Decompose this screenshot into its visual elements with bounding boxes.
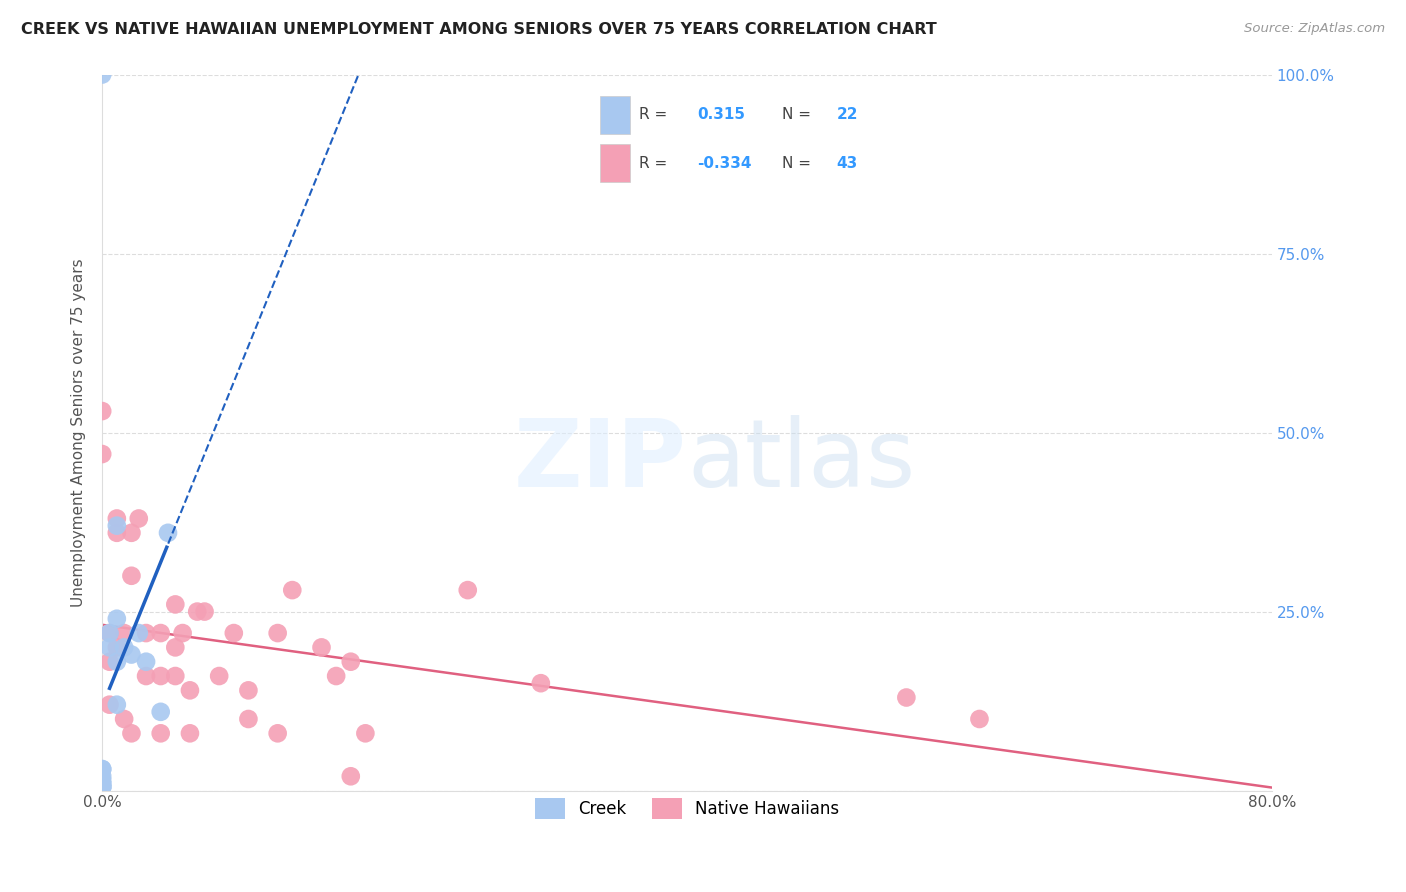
Point [112, 640, 135, 655]
Point [98, 626, 121, 640]
Point [105, 655, 128, 669]
Point [135, 669, 157, 683]
Point [120, 726, 142, 740]
Point [172, 626, 194, 640]
Point [238, 683, 260, 698]
Point [266, 726, 288, 740]
Point [120, 568, 142, 582]
Point [208, 669, 231, 683]
Point [281, 583, 304, 598]
Point [91, 447, 114, 461]
Point [186, 605, 208, 619]
Point [98, 640, 121, 655]
Point [98, 655, 121, 669]
Point [105, 525, 128, 540]
Y-axis label: Unemployment Among Seniors over 75 years: Unemployment Among Seniors over 75 years [72, 259, 86, 607]
Point [91, 776, 114, 790]
Point [222, 626, 245, 640]
Point [91, 776, 114, 790]
Text: ZIP: ZIP [515, 415, 688, 508]
Point [105, 612, 128, 626]
Point [354, 726, 377, 740]
Point [149, 726, 172, 740]
Point [457, 583, 479, 598]
Point [969, 712, 991, 726]
Point [91, 404, 114, 418]
Point [896, 690, 918, 705]
Point [530, 676, 553, 690]
Point [105, 640, 128, 655]
Point [91, 772, 114, 787]
Point [91, 762, 114, 776]
Point [179, 683, 201, 698]
Point [105, 518, 128, 533]
Point [105, 511, 128, 525]
Point [91, 780, 114, 794]
Point [311, 640, 333, 655]
Text: CREEK VS NATIVE HAWAIIAN UNEMPLOYMENT AMONG SENIORS OVER 75 YEARS CORRELATION CH: CREEK VS NATIVE HAWAIIAN UNEMPLOYMENT AM… [21, 22, 936, 37]
Point [149, 626, 172, 640]
Point [120, 525, 142, 540]
Point [105, 698, 128, 712]
Point [120, 648, 142, 662]
Point [325, 669, 347, 683]
Point [135, 655, 157, 669]
Point [156, 525, 179, 540]
Point [98, 698, 121, 712]
Point [98, 626, 121, 640]
Point [149, 705, 172, 719]
Point [91, 780, 114, 794]
Point [179, 726, 201, 740]
Text: atlas: atlas [688, 415, 915, 508]
Legend: Creek, Native Hawaiians: Creek, Native Hawaiians [529, 791, 846, 825]
Point [112, 712, 135, 726]
Point [91, 762, 114, 776]
Point [91, 780, 114, 794]
Point [91, 769, 114, 783]
Point [135, 626, 157, 640]
Point [91, 68, 114, 82]
Point [165, 669, 187, 683]
Text: Source: ZipAtlas.com: Source: ZipAtlas.com [1244, 22, 1385, 36]
Point [165, 640, 187, 655]
Point [339, 769, 361, 783]
Point [128, 511, 150, 525]
Point [149, 669, 172, 683]
Point [339, 655, 361, 669]
Point [266, 626, 288, 640]
Point [193, 605, 215, 619]
Point [165, 598, 187, 612]
Point [112, 626, 135, 640]
Point [238, 712, 260, 726]
Point [128, 626, 150, 640]
